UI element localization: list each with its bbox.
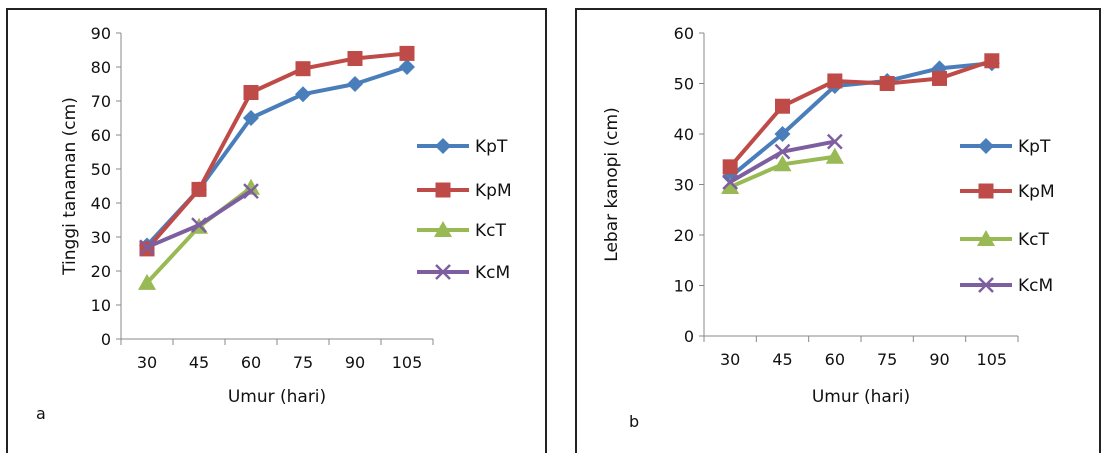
legend-label: KpT xyxy=(1018,137,1051,157)
series-line xyxy=(728,58,993,169)
y-tick-label: 60 xyxy=(91,126,111,145)
data-point xyxy=(399,45,415,61)
panel-label: a xyxy=(36,404,46,423)
legend-item-KcT: KcT xyxy=(417,221,506,241)
y-tick-label: 60 xyxy=(674,24,694,43)
x-tick-label: 90 xyxy=(929,350,949,369)
x-tick-label: 75 xyxy=(877,350,897,369)
x-tick-label: 45 xyxy=(772,350,792,369)
legend-marker xyxy=(977,230,995,246)
y-axis-title: Lebar kanopi (cm) xyxy=(602,107,622,261)
series-KpT xyxy=(722,55,1000,185)
data-point xyxy=(243,110,259,126)
x-tick-label: 60 xyxy=(825,350,845,369)
chart-panel-a: 0 10 20 30 40 50 60 70 80 90 30 45 60 75 90 105 Umur (ha… xyxy=(6,8,547,453)
legend-item-KpT: KpT xyxy=(417,137,508,157)
legend-marker xyxy=(978,138,994,154)
y-tick-label: 0 xyxy=(101,330,111,349)
y-tick-label: 70 xyxy=(91,92,111,111)
data-point xyxy=(242,178,260,195)
y-tick-label: 40 xyxy=(91,194,111,213)
data-point xyxy=(347,76,363,92)
legend-item-KcM: KcM xyxy=(960,276,1053,296)
chart-a-svg: 0 10 20 30 40 50 60 70 80 90 30 45 60 75 90 105 Umur (ha… xyxy=(36,24,512,423)
data-point xyxy=(399,59,415,75)
data-point xyxy=(879,76,895,91)
series-line xyxy=(145,51,408,251)
y-tick-label: 40 xyxy=(674,125,694,144)
legend-label: KpT xyxy=(475,137,508,157)
legend-label: KcM xyxy=(1018,276,1053,296)
x-tick-label: 75 xyxy=(293,353,313,372)
legend-item-KcT: KcT xyxy=(960,230,1049,250)
legend-label: KcT xyxy=(1018,230,1049,250)
data-point xyxy=(773,155,792,172)
data-point xyxy=(722,159,738,175)
y-tick-label: 50 xyxy=(91,160,111,179)
data-point xyxy=(984,53,1000,69)
series-line xyxy=(145,65,408,247)
data-point xyxy=(932,70,947,86)
legend-marker xyxy=(435,138,451,154)
chart-b-svg: 0 10 20 30 40 50 60 30 45 60 75 90 105 Umur (hari) Leb… xyxy=(602,24,1055,431)
y-tick-label: 10 xyxy=(674,277,694,296)
legend-item-KpM: KpM xyxy=(960,182,1055,202)
x-tick-label: 30 xyxy=(137,353,157,372)
data-point xyxy=(138,273,156,290)
data-point xyxy=(774,143,791,160)
data-point xyxy=(775,98,790,114)
x-tick-label: 60 xyxy=(241,353,261,372)
legend-label: KcM xyxy=(475,263,510,283)
y-tick-label: 20 xyxy=(674,226,694,245)
data-point xyxy=(295,86,311,103)
data-point xyxy=(825,147,844,164)
data-point xyxy=(774,126,791,142)
legend-label: KpM xyxy=(1018,182,1055,202)
data-point xyxy=(827,73,843,89)
chart-panel-b: 0 10 20 30 40 50 60 30 45 60 75 90 105 Umur (hari) Leb… xyxy=(575,8,1101,453)
y-tick-label: 30 xyxy=(91,228,111,247)
data-point xyxy=(191,181,207,197)
x-tick-label: 90 xyxy=(345,353,365,372)
legend-marker xyxy=(978,183,994,199)
data-point xyxy=(243,183,259,199)
y-tick-label: 90 xyxy=(91,24,111,43)
legend-marker xyxy=(435,264,451,280)
y-tick-label: 20 xyxy=(91,262,111,281)
legend-item-KpT: KpT xyxy=(960,137,1051,157)
data-point xyxy=(243,85,259,100)
x-tick-label: 30 xyxy=(720,350,740,369)
x-tick-label: 45 xyxy=(189,353,209,372)
legend-label: KpM xyxy=(475,181,512,201)
y-tick-label: 0 xyxy=(684,327,694,346)
x-axis-title: Umur (hari) xyxy=(812,387,910,407)
series-KpM xyxy=(722,53,1000,175)
x-tick-label: 105 xyxy=(392,353,423,372)
legend-marker xyxy=(434,221,452,237)
legend-item-KcM: KcM xyxy=(417,263,510,283)
y-tick-label: 10 xyxy=(91,296,111,315)
y-tick-label: 80 xyxy=(91,58,111,77)
x-axis-title: Umur (hari) xyxy=(228,387,326,407)
legend-item-KpM: KpM xyxy=(417,181,512,201)
y-axis-title: Tinggi tanaman (cm) xyxy=(60,97,80,276)
data-point xyxy=(826,133,843,150)
data-point xyxy=(721,178,740,195)
series-KcT xyxy=(721,147,844,195)
x-tick-label: 105 xyxy=(977,350,1008,369)
series-KpT xyxy=(139,59,415,254)
data-point xyxy=(191,217,207,233)
data-point xyxy=(347,51,363,66)
series-KcM xyxy=(139,183,259,256)
data-point xyxy=(295,61,311,77)
legend-marker xyxy=(978,277,994,293)
legend-label: KcT xyxy=(475,221,506,241)
data-point xyxy=(139,239,155,256)
data-point xyxy=(722,174,739,190)
panel-label: b xyxy=(629,412,639,431)
legend-marker xyxy=(435,182,451,198)
y-tick-label: 30 xyxy=(674,176,694,195)
series-KcM xyxy=(722,133,843,190)
y-tick-label: 50 xyxy=(674,75,694,94)
